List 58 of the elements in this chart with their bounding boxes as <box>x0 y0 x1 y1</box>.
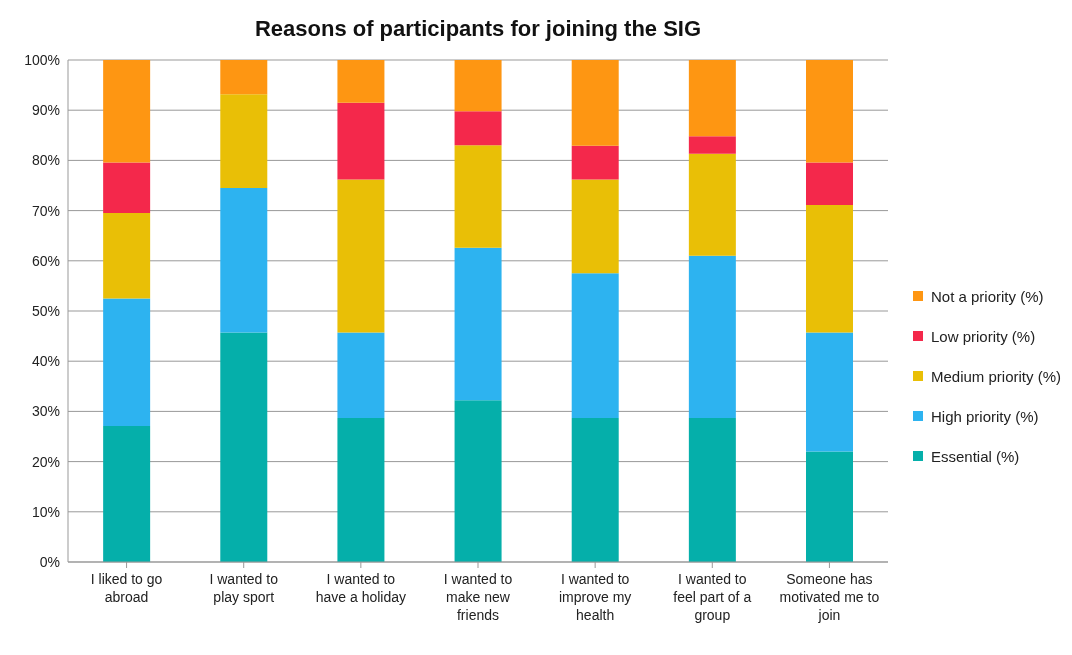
y-tick-label: 60% <box>31 252 60 269</box>
x-tick-label: I wanted to make new friends <box>443 571 513 623</box>
bar <box>571 179 619 274</box>
bar <box>688 417 736 562</box>
x-tick-label: I wanted to improve my health <box>558 571 632 623</box>
bar <box>806 162 853 206</box>
bar <box>454 111 502 146</box>
bar <box>571 273 619 418</box>
bar <box>337 102 385 180</box>
bar <box>688 136 736 154</box>
bar <box>571 60 619 146</box>
y-tick-label: 40% <box>31 353 60 370</box>
bar <box>337 179 385 333</box>
y-tick-label: 50% <box>31 302 60 319</box>
x-tick-label: I wanted to feel part of a group <box>673 571 752 623</box>
bar <box>103 60 151 163</box>
y-tick-label: 30% <box>31 403 60 420</box>
legend-label: Low priority (%) <box>931 327 1036 345</box>
bar <box>220 60 268 95</box>
chart-title: Reasons of participants for joining the SIG <box>253 15 703 42</box>
bar <box>220 332 268 562</box>
bar <box>454 247 502 401</box>
bar <box>454 60 502 112</box>
y-tick-label: 10% <box>31 503 60 520</box>
legend-label: Medium priority (%) <box>931 367 1062 385</box>
bar <box>454 400 502 562</box>
bar <box>688 255 736 418</box>
legend-label: High priority (%) <box>931 407 1039 425</box>
bar <box>806 332 853 452</box>
x-tick-label: I liked to go abroad <box>90 571 163 605</box>
y-tick-label: 0% <box>39 553 60 570</box>
bar <box>806 451 853 562</box>
bar <box>571 145 619 180</box>
x-tick-label: Someone has motivated me to join <box>779 571 880 623</box>
bar <box>103 162 151 214</box>
legend-label: Not a priority (%) <box>931 287 1044 305</box>
bar <box>806 60 853 163</box>
x-tick-label: I wanted to have a holiday <box>315 571 407 605</box>
legend-label: Essential (%) <box>931 447 1020 465</box>
bar <box>103 425 151 562</box>
y-tick-label: 20% <box>31 453 60 470</box>
bar <box>337 417 385 562</box>
bar <box>454 145 502 248</box>
y-tick-label: 90% <box>31 102 60 119</box>
bar <box>571 417 619 562</box>
bar <box>220 188 268 333</box>
bar <box>688 153 736 256</box>
y-tick-label: 70% <box>31 202 60 219</box>
bar <box>806 205 853 333</box>
bar <box>220 94 268 189</box>
bar <box>337 332 385 418</box>
bar <box>337 60 385 103</box>
bar <box>103 298 151 426</box>
bar <box>688 60 736 137</box>
y-tick-label: 100% <box>24 51 60 68</box>
y-tick-label: 80% <box>31 152 60 169</box>
bar <box>103 213 151 299</box>
x-tick-label: I wanted to play sport <box>209 571 279 605</box>
